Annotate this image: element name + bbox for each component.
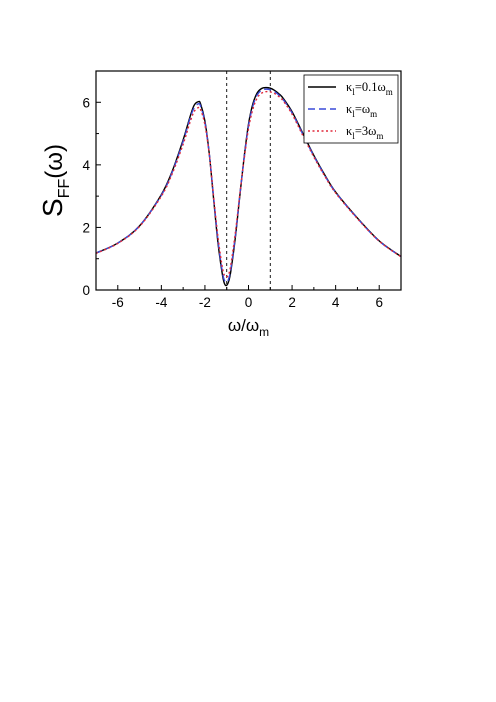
x-tick-label: -4	[155, 295, 167, 310]
x-axis-title-sub: m	[259, 325, 269, 339]
legend: κl=0.1ωm κl=ωm κl=3ωm	[303, 74, 399, 144]
x-tick-label: 2	[288, 295, 296, 310]
plot-area: -6 -4 -2 0 2 4 6 0 2 4 6	[82, 70, 402, 310]
legend-label-0: κl=0.1ωm	[346, 80, 393, 97]
x-axis-title-main: ω/ω	[228, 316, 259, 335]
legend-label-2: κl=3ωm	[346, 124, 383, 141]
x-tick-label: -6	[112, 295, 124, 310]
y-tick-label: 2	[82, 220, 90, 235]
x-axis-ticks: -6 -4 -2 0 2 4 6	[95, 285, 402, 310]
series-line-1	[95, 88, 402, 284]
legend-items: κl=0.1ωm κl=ωm κl=3ωm	[308, 80, 393, 141]
y-axis-title: SFF(ω)	[37, 144, 73, 217]
y-tick-label: 6	[82, 95, 90, 110]
x-tick-label: 4	[332, 295, 340, 310]
y-axis-ticks: 0 2 4 6	[82, 70, 101, 298]
x-tick-label: -2	[199, 295, 211, 310]
y-tick-label: 0	[82, 283, 90, 298]
legend-label-1: κl=ωm	[346, 102, 377, 119]
y-axis-title-sub: FF	[56, 179, 73, 199]
x-tick-label: 6	[375, 295, 383, 310]
y-axis-title-main: S	[37, 198, 68, 217]
series-layer	[95, 86, 402, 287]
y-axis-title-suffix: (ω)	[41, 144, 68, 179]
x-axis-title: ω/ωm	[228, 316, 269, 339]
series-line-2	[95, 90, 402, 278]
y-tick-label: 4	[82, 158, 90, 173]
x-tick-label: 0	[245, 295, 253, 310]
reference-lines	[226, 71, 271, 290]
